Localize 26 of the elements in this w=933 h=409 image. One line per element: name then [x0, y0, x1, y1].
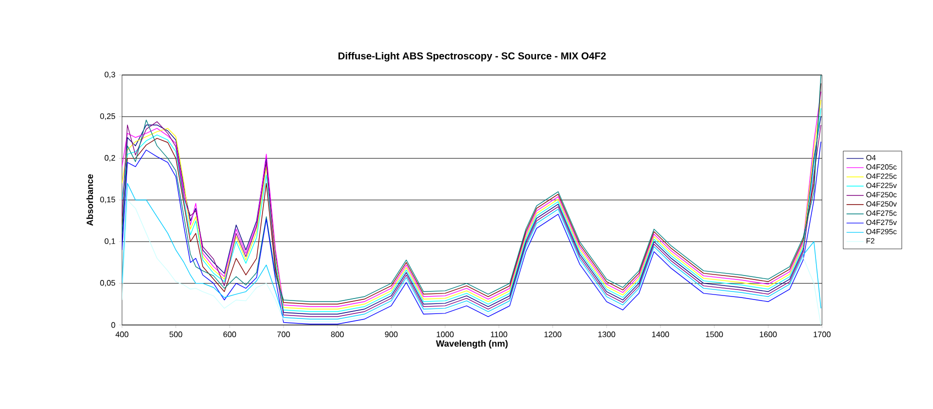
- y-tick-label: 0,15: [100, 196, 116, 204]
- y-tick-label: 0: [111, 322, 116, 328]
- x-tick-label: 1500: [706, 332, 723, 338]
- x-axis-title: Wavelength (nm): [436, 340, 508, 348]
- x-tick-label: 1200: [544, 332, 562, 338]
- chart-title: Diffuse-Light ABS Spectroscopy - SC Source - MIX O4F2: [338, 52, 606, 62]
- y-tick-label: 0,25: [100, 113, 116, 120]
- x-tick-label: 1600: [760, 332, 777, 338]
- x-tick-label: 600: [223, 332, 236, 338]
- x-tick-label: 1000: [436, 332, 454, 338]
- x-tick-label: 800: [331, 332, 344, 338]
- y-tick-label: 0,2: [104, 155, 116, 162]
- x-tick-label: 1300: [598, 332, 616, 338]
- x-tick-label: 1100: [490, 332, 508, 338]
- x-tick-label: 1700: [814, 332, 831, 338]
- y-axis-title: Absorbance: [86, 174, 94, 226]
- line-series: [122, 200, 822, 325]
- x-tick-label: 400: [116, 332, 128, 338]
- y-tick-label: 0,3: [104, 72, 116, 78]
- x-tick-label: 500: [170, 332, 182, 338]
- x-tick-label: 700: [277, 332, 290, 338]
- line-series: [122, 182, 822, 320]
- x-tick-label: 900: [384, 332, 398, 338]
- y-tick-label: 0,05: [100, 280, 116, 287]
- y-tick-label: 0,1: [104, 238, 116, 245]
- x-tick-label: 1400: [652, 332, 670, 338]
